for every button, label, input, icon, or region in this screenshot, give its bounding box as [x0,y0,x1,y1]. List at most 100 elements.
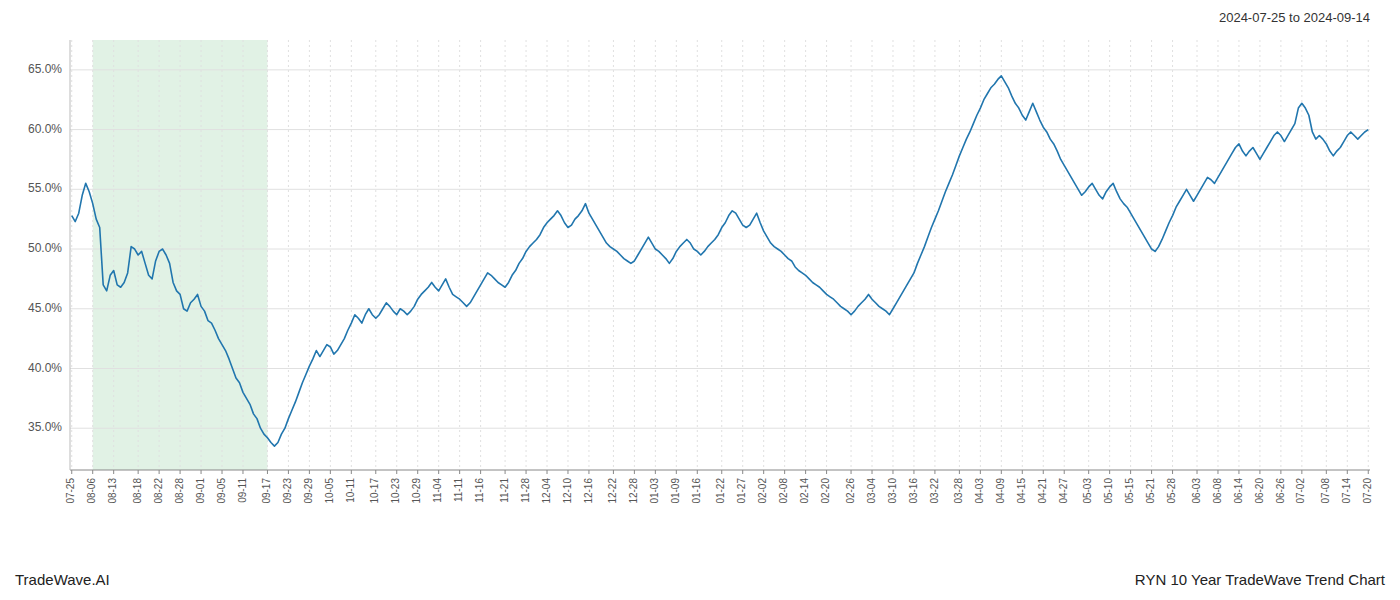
x-tick-label: 05-15 [1124,478,1135,504]
x-grid-line [634,40,635,470]
x-tick-label: 11-28 [520,478,531,503]
x-grid-line [547,40,548,470]
y-tick-label: 40.0% [28,361,62,375]
x-tick-label: 04-21 [1037,478,1048,504]
x-tick-label: 03-04 [866,478,877,504]
x-grid-line [1172,40,1173,470]
x-grid-line [1197,40,1198,470]
x-tick-label: 01-22 [715,478,726,504]
x-tick [1130,470,1131,474]
x-grid-line [980,40,981,470]
x-tick [892,470,893,474]
x-tick-label: 04-27 [1058,478,1069,504]
x-grid-line [588,40,589,470]
x-tick-label: 10-29 [411,478,422,504]
x-grid-line [288,40,289,470]
y-tick-label: 50.0% [28,241,62,255]
x-grid-line [71,40,72,470]
x-tick [934,470,935,474]
x-tick [826,470,827,474]
x-tick [1217,470,1218,474]
x-tick [763,470,764,474]
x-grid-line [1043,40,1044,470]
x-tick [480,470,481,474]
y-grid-line [70,129,1370,130]
y-tick-label: 35.0% [28,420,62,434]
x-tick-label: 04-15 [1016,478,1027,504]
x-tick [1001,470,1002,474]
x-grid-line [655,40,656,470]
x-tick [872,470,873,474]
x-tick-label: 10-11 [345,478,356,503]
x-grid-line [1326,40,1327,470]
x-tick-label: 09-01 [195,478,206,504]
x-tick [505,470,506,474]
x-grid-line [92,40,93,470]
x-tick [1197,470,1198,474]
x-grid-line [1151,40,1152,470]
x-tick [113,470,114,474]
grid [70,40,1370,470]
x-tick [1280,470,1281,474]
x-grid-line [396,40,397,470]
x-tick-label: 07-25 [65,478,76,504]
x-grid-line [1022,40,1023,470]
x-tick-label: 04-09 [995,478,1006,504]
x-grid-line [1368,40,1369,470]
x-grid-line [872,40,873,470]
x-tick [1347,470,1348,474]
x-tick-label: 12-28 [628,478,639,504]
x-tick-label: 09-05 [216,478,227,504]
x-tick-label: 01-03 [649,478,660,504]
x-tick [459,470,460,474]
chart-container: 35.0%40.0%45.0%50.0%55.0%60.0%65.0%07-25… [0,0,1400,600]
x-tick [676,470,677,474]
x-grid-line [351,40,352,470]
x-tick-label: 02-14 [799,478,810,504]
x-tick [588,470,589,474]
x-grid-line [1109,40,1110,470]
x-grid-line [959,40,960,470]
y-grid-line [70,249,1370,250]
x-grid-line [459,40,460,470]
x-tick-label: 07-14 [1341,478,1352,504]
x-grid-line [1259,40,1260,470]
x-tick [201,470,202,474]
x-grid-line [763,40,764,470]
y-tick-label: 55.0% [28,181,62,195]
x-tick [309,470,310,474]
x-grid-line [742,40,743,470]
x-tick [1043,470,1044,474]
x-tick-label: 06-08 [1212,478,1223,504]
x-tick [851,470,852,474]
y-axis-line [70,40,71,470]
x-tick-label: 03-16 [908,478,919,504]
x-tick [784,470,785,474]
x-grid-line [1130,40,1131,470]
x-tick-label: 02-26 [845,478,856,504]
x-tick-label: 05-21 [1145,478,1156,504]
x-grid-line [1217,40,1218,470]
x-tick-label: 03-22 [929,478,940,504]
axes: 35.0%40.0%45.0%50.0%55.0%60.0%65.0%07-25… [28,40,1373,504]
x-tick-label: 06-20 [1254,478,1265,504]
x-grid-line [1001,40,1002,470]
x-tick-label: 05-28 [1166,478,1177,504]
x-grid-line [201,40,202,470]
x-tick [222,470,223,474]
x-tick-label: 08-28 [174,478,185,504]
annotation: TradeWave.AI [15,571,110,588]
x-tick [913,470,914,474]
x-tick [721,470,722,474]
x-tick-label: 01-16 [691,478,702,504]
x-tick-label: 10-23 [390,478,401,504]
x-tick [180,470,181,474]
x-grid-line [1088,40,1089,470]
x-tick [547,470,548,474]
x-tick-label: 08-06 [86,478,97,504]
x-grid-line [721,40,722,470]
x-tick [567,470,568,474]
x-grid-line [505,40,506,470]
x-grid-line [526,40,527,470]
x-tick-label: 05-10 [1103,478,1114,504]
